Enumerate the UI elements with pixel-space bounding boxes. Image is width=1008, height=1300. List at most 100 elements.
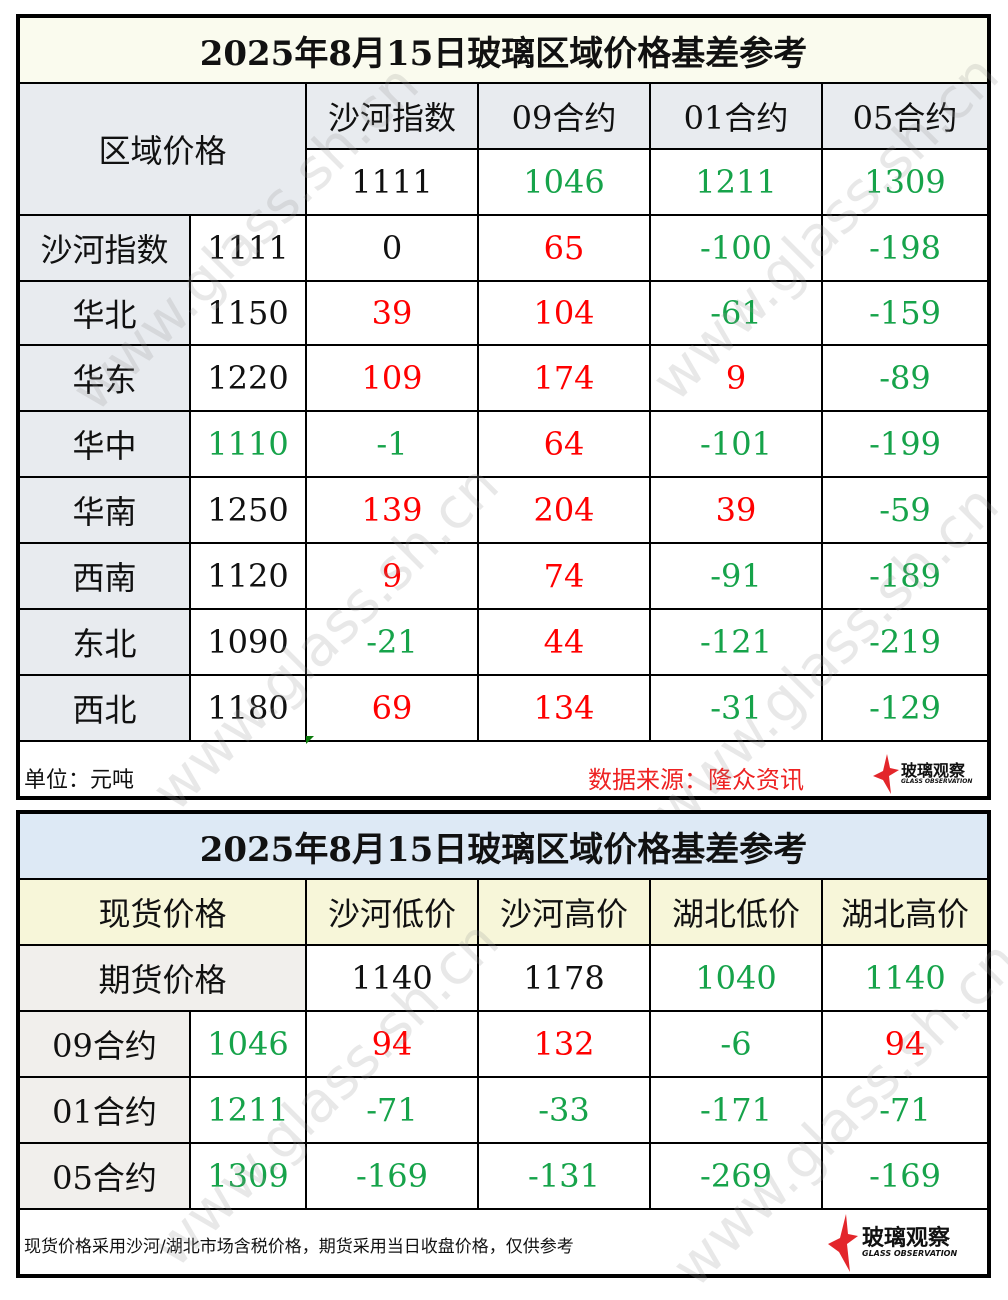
basis-value: -31 bbox=[649, 674, 823, 742]
spot-price-header: 现货价格 bbox=[20, 878, 307, 946]
table-row: 华中 1110 -1 64 -101 -199 bbox=[20, 410, 988, 478]
region-price: 1111 bbox=[189, 214, 307, 282]
basis-value: -59 bbox=[820, 476, 988, 544]
basis-value: -1 bbox=[305, 410, 479, 478]
table-row: 华北 1150 39 104 -61 -159 bbox=[20, 280, 988, 346]
basis-value: -100 bbox=[649, 214, 823, 282]
col-header-09: 09合约 bbox=[477, 82, 651, 150]
basis-value: 174 bbox=[477, 344, 651, 412]
basis-value: 65 bbox=[477, 214, 651, 282]
panel1-title: 2025年8月15日玻璃区域价格基差参考 bbox=[20, 18, 988, 84]
basis-value: 104 bbox=[477, 280, 651, 346]
region-price: 1150 bbox=[189, 280, 307, 346]
col-header-01: 01合约 bbox=[649, 82, 823, 150]
basis-value: -6 bbox=[649, 1010, 823, 1078]
contract-price: 1046 bbox=[189, 1010, 307, 1078]
basis-value: 74 bbox=[477, 542, 651, 610]
region-price: 1220 bbox=[189, 344, 307, 412]
region-label: 东北 bbox=[20, 608, 191, 676]
basis-value: -169 bbox=[305, 1142, 479, 1210]
cell-comment-marker bbox=[306, 736, 314, 744]
basis-value: 109 bbox=[305, 344, 479, 412]
col-header-shahe-high: 沙河高价 bbox=[477, 878, 651, 946]
region-label: 沙河指数 bbox=[20, 214, 191, 282]
basis-value: 64 bbox=[477, 410, 651, 478]
glass-observation-logo: 玻璃观察 GLASS OBSERVATION bbox=[873, 754, 972, 794]
futures-basis-table: 2025年8月15日玻璃区域价格基差参考 现货价格 沙河低价 沙河高价 湖北低价… bbox=[20, 814, 988, 1210]
basis-value: 69 bbox=[305, 674, 479, 742]
basis-value: -219 bbox=[820, 608, 988, 676]
table-row: 华东 1220 109 174 9 -89 bbox=[20, 344, 988, 412]
spot-price-hubei-high: 1140 bbox=[820, 944, 988, 1012]
region-price: 1120 bbox=[189, 542, 307, 610]
spot-price-hubei-low: 1040 bbox=[649, 944, 823, 1012]
region-price: 1110 bbox=[189, 410, 307, 478]
source-label: 数据来源：隆众资讯 bbox=[588, 766, 804, 794]
region-price-header: 区域价格 bbox=[20, 82, 307, 216]
col-header-05: 05合约 bbox=[820, 82, 988, 150]
basis-value: -129 bbox=[820, 674, 988, 742]
table-row: 05合约 1309 -169 -131 -269 -169 bbox=[20, 1142, 988, 1210]
basis-value: 204 bbox=[477, 476, 651, 544]
col-header-shahe-index: 沙河指数 bbox=[305, 82, 479, 150]
col-header-hubei-high: 湖北高价 bbox=[820, 878, 988, 946]
table-row: 华南 1250 139 204 39 -59 bbox=[20, 476, 988, 544]
table-row: 01合约 1211 -71 -33 -171 -71 bbox=[20, 1076, 988, 1144]
basis-value: 0 bbox=[305, 214, 479, 282]
unit-label: 单位：元吨 bbox=[24, 768, 135, 793]
region-price: 1250 bbox=[189, 476, 307, 544]
basis-value: 44 bbox=[477, 608, 651, 676]
spot-price-shahe-low: 1140 bbox=[305, 944, 479, 1012]
basis-value: 139 bbox=[305, 476, 479, 544]
region-label: 西北 bbox=[20, 674, 191, 742]
table-row: 东北 1090 -21 44 -121 -219 bbox=[20, 608, 988, 676]
basis-value: -101 bbox=[649, 410, 823, 478]
basis-value: 134 bbox=[477, 674, 651, 742]
basis-value: -33 bbox=[477, 1076, 651, 1144]
col-header-shahe-low: 沙河低价 bbox=[305, 878, 479, 946]
basis-value: -89 bbox=[820, 344, 988, 412]
region-price: 1090 bbox=[189, 608, 307, 676]
contract-label: 05合约 bbox=[20, 1142, 191, 1210]
basis-value: 9 bbox=[649, 344, 823, 412]
contract-price: 1309 bbox=[189, 1142, 307, 1210]
contract-label: 09合约 bbox=[20, 1010, 191, 1078]
col-price-01: 1211 bbox=[649, 148, 823, 216]
basis-value: 9 bbox=[305, 542, 479, 610]
basis-value: 39 bbox=[649, 476, 823, 544]
basis-value: -131 bbox=[477, 1142, 651, 1210]
logo-subtext: GLASS OBSERVATION bbox=[901, 778, 973, 785]
region-label: 华中 bbox=[20, 410, 191, 478]
panel2-footer: 现货价格采用沙河/湖北市场含税价格，期货采用当日收盘价格，仅供参考 玻璃观察 G… bbox=[20, 1210, 987, 1276]
panel1-footer: 单位：元吨 数据来源：隆众资讯 玻璃观察 GLASS OBSERVATION bbox=[20, 742, 987, 808]
basis-value: 132 bbox=[477, 1010, 651, 1078]
basis-value: 94 bbox=[820, 1010, 988, 1078]
table-row: 沙河指数 1111 0 65 -100 -198 bbox=[20, 214, 988, 282]
region-label: 华南 bbox=[20, 476, 191, 544]
table-row: 09合约 1046 94 132 -6 94 bbox=[20, 1010, 988, 1078]
glass-observation-logo: 玻璃观察 GLASS OBSERVATION bbox=[828, 1214, 957, 1272]
col-price-shahe-index: 1111 bbox=[306, 148, 479, 216]
basis-value: -121 bbox=[649, 608, 823, 676]
region-label: 西南 bbox=[20, 542, 191, 610]
futures-basis-panel: 2025年8月15日玻璃区域价格基差参考 现货价格 沙河低价 沙河高价 湖北低价… bbox=[16, 810, 1008, 1300]
regional-basis-panel: 2025年8月15日玻璃区域价格基差参考 区域价格 沙河指数 09合约 01合约… bbox=[16, 14, 1008, 844]
col-price-05: 1309 bbox=[820, 148, 988, 216]
red-star-logo-icon bbox=[873, 754, 899, 794]
region-label: 华北 bbox=[20, 280, 191, 346]
basis-value: -198 bbox=[820, 214, 988, 282]
panel2-title: 2025年8月15日玻璃区域价格基差参考 bbox=[20, 814, 988, 880]
basis-value: -159 bbox=[820, 280, 988, 346]
basis-value: -21 bbox=[305, 608, 479, 676]
logo-text: 玻璃观察 bbox=[862, 1226, 951, 1251]
basis-value: 39 bbox=[305, 280, 479, 346]
basis-value: -61 bbox=[649, 280, 823, 346]
futures-price-header: 期货价格 bbox=[20, 944, 307, 1012]
contract-label: 01合约 bbox=[20, 1076, 191, 1144]
pricing-note: 现货价格采用沙河/湖北市场含税价格，期货采用当日收盘价格，仅供参考 bbox=[24, 1237, 574, 1257]
basis-value: -71 bbox=[305, 1076, 479, 1144]
table-row: 西南 1120 9 74 -91 -189 bbox=[20, 542, 988, 610]
basis-value: -269 bbox=[649, 1142, 823, 1210]
region-label: 华东 bbox=[20, 344, 191, 412]
contract-price: 1211 bbox=[189, 1076, 307, 1144]
